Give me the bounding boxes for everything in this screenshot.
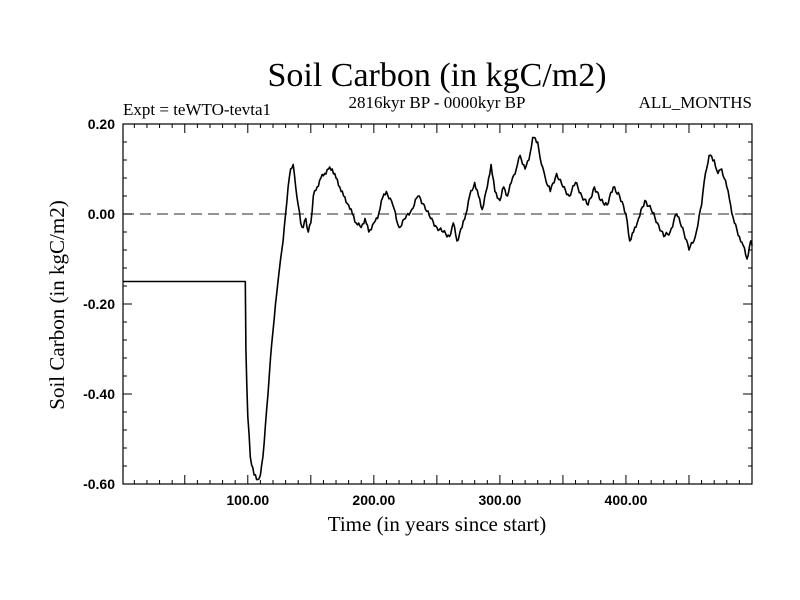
months-label: ALL_MONTHS xyxy=(639,93,752,112)
x-tick-label: 300.00 xyxy=(478,492,521,508)
y-tick-label: 0.20 xyxy=(88,116,115,132)
y-tick-label: 0.00 xyxy=(88,206,115,222)
x-tick-label: 100.00 xyxy=(226,492,269,508)
experiment-label: Expt = teWTO-tevta1 xyxy=(123,100,271,119)
x-tick-label: 400.00 xyxy=(605,492,648,508)
time-range-label: 2816kyr BP - 0000kyr BP xyxy=(349,93,526,112)
y-tick-label: -0.40 xyxy=(83,386,115,402)
y-tick-label: -0.60 xyxy=(83,476,115,492)
x-axis-title: Time (in years since start) xyxy=(328,512,547,536)
soil-carbon-line xyxy=(123,136,753,481)
x-tick-label: 200.00 xyxy=(352,492,395,508)
plot-area: 100.00 200.00 300.00 400.00 0.20 0.00 -0.20 -0.… xyxy=(83,116,753,508)
y-axis-title: Soil Carbon (in kgC/m2) xyxy=(45,200,69,409)
y-tick-label: -0.20 xyxy=(83,296,115,312)
chart-title: Soil Carbon (in kgC/m2) xyxy=(267,57,606,94)
plot-frame xyxy=(122,123,753,485)
